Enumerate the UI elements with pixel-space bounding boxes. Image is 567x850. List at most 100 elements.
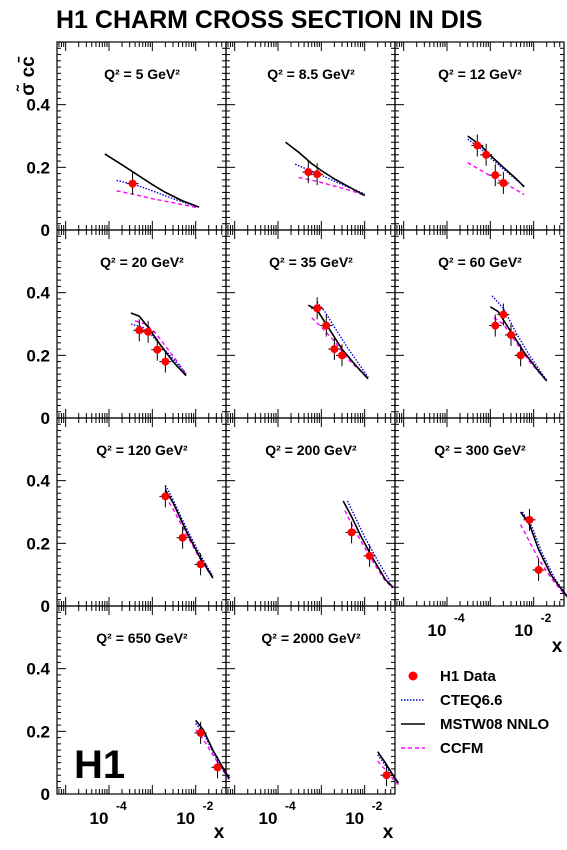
h1-data-point xyxy=(304,168,313,177)
h1-data-point xyxy=(161,492,170,501)
panel-q2-20: Q² = 20 GeV² xyxy=(56,229,227,419)
panel-q2-label: Q² = 35 GeV² xyxy=(269,254,353,270)
panel-q2-200: Q² = 200 GeV² xyxy=(225,417,396,607)
h1-data-point xyxy=(525,515,534,524)
legend-cteq-label: CTEQ6.6 xyxy=(440,692,503,709)
h1-data-point xyxy=(473,141,482,150)
h1-data-point xyxy=(322,321,331,330)
panel-q2-label: Q² = 650 GeV² xyxy=(96,630,188,646)
x-axis-label: x xyxy=(383,822,394,843)
x-tick-base: 10 xyxy=(345,809,364,828)
h1-data-point xyxy=(534,565,543,574)
ccfm-curve xyxy=(519,524,567,598)
ccfm-curve xyxy=(298,176,365,197)
panel-q2-label: Q² = 20 GeV² xyxy=(100,254,184,270)
h1-data-point xyxy=(382,771,391,780)
panel-q2-label: Q² = 5 GeV² xyxy=(104,66,180,82)
y-tick-label: 0 xyxy=(41,597,50,616)
h1-data-point xyxy=(491,321,500,330)
ccfm-curve xyxy=(134,320,187,375)
x-tick-base: 10 xyxy=(514,621,533,640)
x-tick-exponent: -4 xyxy=(285,799,296,813)
mstw08-curve xyxy=(285,141,366,197)
y-tick-label: 0.2 xyxy=(26,346,50,365)
mstw08-curve xyxy=(130,312,187,377)
x-tick-base: 10 xyxy=(428,621,447,640)
h1-data-point xyxy=(161,357,170,366)
y-tick-label: 0.4 xyxy=(26,284,50,303)
x-tick-exponent: -4 xyxy=(454,611,465,625)
panel-q2-2000: Q² = 2000 GeV² xyxy=(225,605,400,795)
cteq66-curve xyxy=(164,485,214,577)
x-tick-exponent: -4 xyxy=(116,799,127,813)
legend: H1 Data CTEQ6.6 MSTW08 NNLO CCFM xyxy=(401,668,550,757)
panel-q2-label: Q² = 12 GeV² xyxy=(438,66,522,82)
ccfm-curve xyxy=(311,317,369,380)
x-tick-label: 10 -2 xyxy=(345,799,382,828)
y-tick-label: 0.4 xyxy=(26,472,50,491)
mstw08-curve xyxy=(104,153,200,208)
mstw08-curve xyxy=(377,751,400,784)
h1-data-point xyxy=(365,551,374,560)
cteq66-curve xyxy=(491,295,548,381)
h1-data-point xyxy=(178,533,187,542)
legend-ccfm-label: CCFM xyxy=(440,740,483,757)
y-tick-label: 0.4 xyxy=(26,96,50,115)
h1-data-point xyxy=(330,345,339,354)
h1-data-point xyxy=(313,304,322,313)
page-title: H1 CHARM CROSS SECTION IN DIS xyxy=(56,6,483,34)
x-tick-label: 10 -4 xyxy=(428,611,465,640)
y-tick-label: 0 xyxy=(41,785,50,804)
cteq66-curve xyxy=(346,500,392,583)
h1-data-point xyxy=(499,179,508,187)
h1-data-point xyxy=(128,179,137,188)
panel-q2-8.5: Q² = 8.5 GeV² xyxy=(225,41,396,231)
x-tick-label: 10 -2 xyxy=(514,611,551,640)
x-tick-base: 10 xyxy=(259,809,278,828)
x-tick-exponent: -2 xyxy=(372,799,383,813)
legend-h1-marker xyxy=(408,671,418,681)
h1-data-point xyxy=(347,528,356,537)
panel-q2-300: Q² = 300 GeV² xyxy=(394,417,567,607)
panel-q2-5: Q² = 5 GeV² xyxy=(56,41,227,231)
x-axis-label: x xyxy=(214,822,225,843)
panel-q2-35: Q² = 35 GeV² xyxy=(225,229,396,419)
h1-data-point xyxy=(213,763,222,772)
ccfm-curve xyxy=(344,510,394,589)
cteq66-curve xyxy=(521,511,567,598)
x-tick-label: 10 -2 xyxy=(176,799,213,828)
y-tick-label: 0 xyxy=(41,221,50,240)
x-tick-base: 10 xyxy=(176,809,195,828)
h1-data-point xyxy=(507,330,516,339)
h1-data-point xyxy=(144,327,153,336)
y-tick-label: 0.2 xyxy=(26,722,50,741)
mstw08-curve xyxy=(489,306,548,382)
y-tick-label: 0.2 xyxy=(26,534,50,553)
y-tick-label: 0.4 xyxy=(26,660,50,679)
h1-data-point xyxy=(491,171,500,180)
legend-h1-label: H1 Data xyxy=(440,668,497,685)
x-tick-exponent: -2 xyxy=(203,799,214,813)
h1-data-point xyxy=(196,560,205,569)
h1-data-point xyxy=(338,351,347,360)
h1-data-point xyxy=(313,170,322,179)
mstw08-curve xyxy=(342,500,394,588)
panel-q2-label: Q² = 300 GeV² xyxy=(434,442,526,458)
x-tick-label: 10 -4 xyxy=(259,799,296,828)
h1-logo: H1 xyxy=(74,743,125,787)
h1-data-point xyxy=(516,351,525,360)
cteq66-curve xyxy=(316,301,369,378)
x-tick-label: 10 -4 xyxy=(90,799,127,828)
panel-q2-label: Q² = 60 GeV² xyxy=(438,254,522,270)
cteq66-curve xyxy=(294,163,365,195)
y-axis-label: σ̃ cc̄ xyxy=(16,56,39,96)
panel-q2-label: Q² = 120 GeV² xyxy=(96,442,188,458)
y-tick-label: 0 xyxy=(41,409,50,428)
x-tick-exponent: -2 xyxy=(541,611,552,625)
panel-q2-60: Q² = 60 GeV² xyxy=(394,229,565,419)
panel-q2-label: Q² = 8.5 GeV² xyxy=(267,66,355,82)
h1-data-point xyxy=(499,310,508,319)
y-tick-label: 0.2 xyxy=(26,158,50,177)
h1-data-point xyxy=(196,728,205,737)
